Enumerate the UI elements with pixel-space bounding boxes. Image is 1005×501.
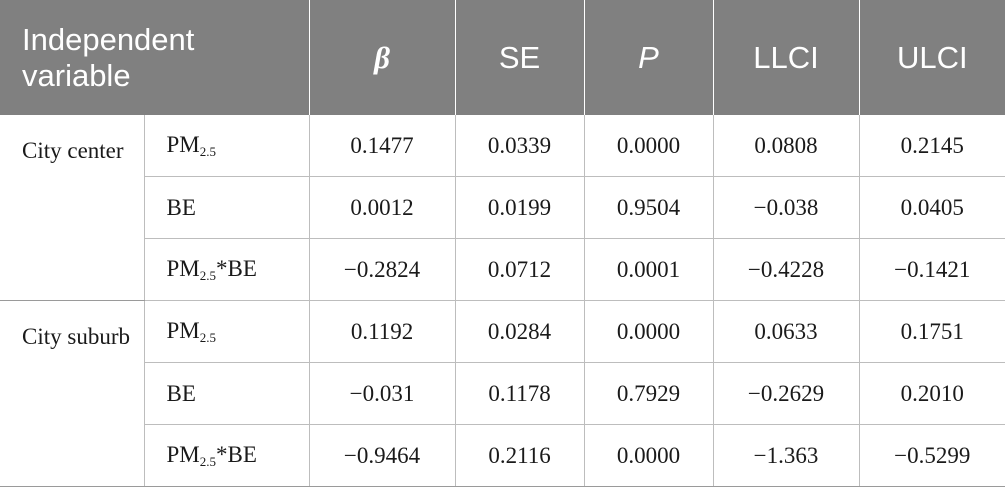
- group-label: City center: [0, 115, 145, 301]
- p-cell: 0.0000: [584, 115, 714, 177]
- variable-cell: PM2.5: [144, 300, 310, 363]
- beta-cell: −0.9464: [309, 424, 456, 487]
- beta-cell: 0.1192: [309, 300, 456, 363]
- table-body: City center PM2.5 0.1477 0.0339 0.0000 0.0808…: [0, 115, 1005, 487]
- table-row: BE 0.0012 0.0199 0.9504 −0.038 0.0405: [0, 176, 1005, 239]
- llci-cell: 0.0808: [713, 115, 860, 177]
- table-row: PM2.5*BE −0.9464 0.2116 0.0000 −1.363 −0.5299: [0, 424, 1005, 487]
- variable-cell: PM2.5*BE: [144, 238, 310, 301]
- llci-cell: 0.0633: [713, 300, 860, 363]
- beta-cell: 0.0012: [309, 176, 456, 239]
- beta-cell: −0.031: [309, 362, 456, 425]
- llci-cell: −0.2629: [713, 362, 860, 425]
- se-cell: 0.2116: [455, 424, 585, 487]
- regression-table: Independent variable β SE P LLCI ULCI Ci…: [0, 0, 1005, 487]
- table-row: City suburb PM2.5 0.1192 0.0284 0.0000 0.0633…: [0, 300, 1005, 487]
- p-cell: 0.0000: [584, 300, 714, 363]
- ulci-cell: 0.2010: [859, 362, 1005, 425]
- variable-cell: PM2.5: [144, 115, 310, 177]
- variable-subscript: 2.5: [199, 329, 216, 345]
- variable-cell: BE: [144, 362, 310, 425]
- header-ulci: ULCI: [859, 0, 1005, 115]
- variable-subscript: 2.5: [199, 453, 216, 469]
- ulci-cell: 0.0405: [859, 176, 1005, 239]
- variable-name: PM: [166, 317, 200, 343]
- se-cell: 0.0199: [455, 176, 585, 239]
- header-p: P: [584, 0, 714, 115]
- se-cell: 0.0284: [455, 300, 585, 363]
- p-cell: 0.0000: [584, 424, 714, 487]
- variable-name: BE: [166, 380, 196, 406]
- llci-cell: −0.4228: [713, 238, 860, 301]
- se-cell: 0.0339: [455, 115, 585, 177]
- variable-name: PM: [166, 441, 200, 467]
- table-row: City center PM2.5 0.1477 0.0339 0.0000 0.0808…: [0, 115, 1005, 301]
- llci-cell: −0.038: [713, 176, 860, 239]
- variable-cell: BE: [144, 176, 310, 239]
- table-row: PM2.5*BE −0.2824 0.0712 0.0001 −0.4228 −0.142…: [0, 238, 1005, 301]
- ulci-cell: −0.1421: [859, 238, 1005, 301]
- beta-cell: −0.2824: [309, 238, 456, 301]
- variable-cell: PM2.5*BE: [144, 424, 310, 487]
- group-label: City suburb: [0, 300, 145, 487]
- p-cell: 0.0001: [584, 238, 714, 301]
- variable-subscript: 2.5: [199, 143, 216, 159]
- ulci-cell: 0.1751: [859, 300, 1005, 363]
- p-cell: 0.9504: [584, 176, 714, 239]
- variable-name: PM: [166, 255, 200, 281]
- variable-subscript: 2.5: [199, 267, 216, 283]
- se-cell: 0.0712: [455, 238, 585, 301]
- variable-suffix: *BE: [216, 441, 257, 467]
- beta-cell: 0.1477: [309, 115, 456, 177]
- header-se: SE: [455, 0, 585, 115]
- variable-name: BE: [166, 194, 196, 220]
- variable-name: PM: [166, 131, 200, 157]
- header-row: Independent variable β SE P LLCI ULCI: [0, 0, 1005, 115]
- se-cell: 0.1178: [455, 362, 585, 425]
- llci-cell: −1.363: [713, 424, 860, 487]
- ulci-cell: −0.5299: [859, 424, 1005, 487]
- variable-suffix: *BE: [216, 255, 257, 281]
- p-cell: 0.7929: [584, 362, 714, 425]
- table-row: BE −0.031 0.1178 0.7929 −0.2629 0.2010: [0, 362, 1005, 425]
- header-beta: β: [309, 0, 456, 115]
- header-llci: LLCI: [713, 0, 860, 115]
- header-independent-variable: Independent variable: [0, 0, 310, 115]
- ulci-cell: 0.2145: [859, 115, 1005, 177]
